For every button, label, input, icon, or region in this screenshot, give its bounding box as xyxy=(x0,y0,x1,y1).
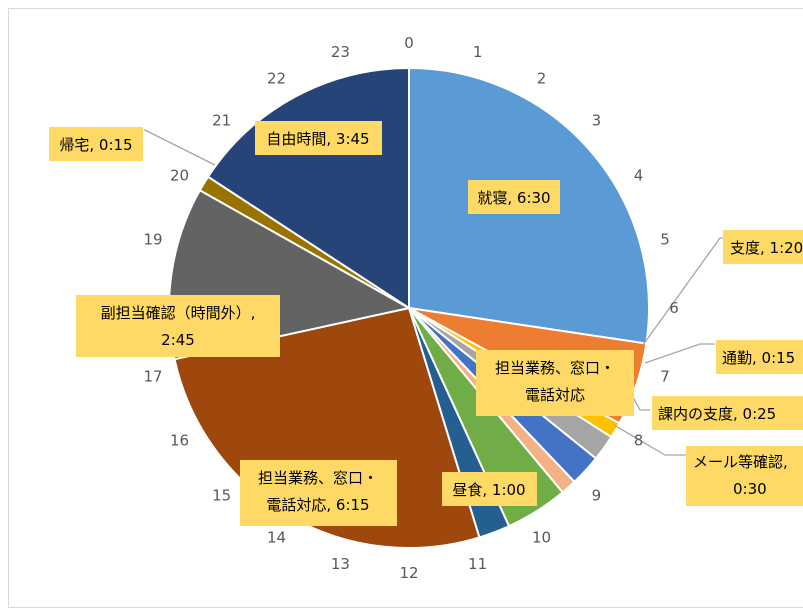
label-home: 帰宅, 0:15 xyxy=(49,127,143,161)
data-labels: 就寝, 6:30 支度, 1:20 通勤, 0:15 課内の支度, 0:25 メ… xyxy=(49,121,803,526)
hour-tick-13: 13 xyxy=(331,555,350,573)
label-prep: 支度, 1:20 xyxy=(723,230,803,264)
svg-text:電話対応: 電話対応 xyxy=(525,386,585,404)
hour-tick-4: 4 xyxy=(634,167,644,185)
svg-text:就寝, 6:30: 就寝, 6:30 xyxy=(477,189,550,207)
svg-text:2:45: 2:45 xyxy=(161,331,195,349)
label-commute: 通勤, 0:15 xyxy=(716,340,803,374)
hour-tick-8: 8 xyxy=(634,432,644,450)
hour-tick-2: 2 xyxy=(537,70,547,88)
label-mail: メール等確認, 0:30 xyxy=(686,446,803,506)
label-office-prep: 課内の支度, 0:25 xyxy=(652,396,803,430)
hour-tick-15: 15 xyxy=(212,486,231,504)
svg-text:メール等確認,: メール等確認, xyxy=(693,453,788,471)
label-duty-short: 担当業務、窓口・ 電話対応 xyxy=(476,350,634,416)
hour-tick-3: 3 xyxy=(592,112,602,130)
label-free-time: 自由時間, 3:45 xyxy=(255,121,382,155)
svg-text:昼食, 1:00: 昼食, 1:00 xyxy=(452,481,525,499)
hour-tick-10: 10 xyxy=(532,528,551,546)
label-lunch: 昼食, 1:00 xyxy=(442,472,537,506)
hour-tick-12: 12 xyxy=(399,564,418,582)
label-sub-duty: 副担当確認（時間外）, 2:45 xyxy=(76,295,280,357)
svg-text:課内の支度, 0:25: 課内の支度, 0:25 xyxy=(658,405,776,423)
hour-tick-22: 22 xyxy=(267,70,286,88)
leader-line-prep xyxy=(642,237,735,346)
leader-line-mail xyxy=(613,424,690,456)
hour-tick-19: 19 xyxy=(143,230,162,248)
hour-tick-labels: 01234567891011121314151617181920212223 xyxy=(134,34,678,582)
svg-text:自由時間, 3:45: 自由時間, 3:45 xyxy=(266,130,369,148)
hour-tick-6: 6 xyxy=(669,299,679,317)
hour-tick-16: 16 xyxy=(170,432,189,450)
hour-tick-17: 17 xyxy=(143,368,162,386)
leader-line-commute xyxy=(644,343,715,364)
hour-tick-0: 0 xyxy=(404,34,414,52)
label-duty-long: 担当業務、窓口・ 電話対応, 6:15 xyxy=(240,460,397,526)
svg-text:電話対応, 6:15: 電話対応, 6:15 xyxy=(266,496,369,514)
svg-text:担当業務、窓口・: 担当業務、窓口・ xyxy=(495,359,615,377)
hour-tick-20: 20 xyxy=(170,167,189,185)
label-sleep: 就寝, 6:30 xyxy=(468,180,560,214)
svg-text:副担当確認（時間外）,: 副担当確認（時間外）, xyxy=(101,304,256,322)
svg-text:帰宅, 0:15: 帰宅, 0:15 xyxy=(59,136,132,154)
hour-tick-21: 21 xyxy=(212,112,231,130)
hour-tick-23: 23 xyxy=(331,43,350,61)
hour-tick-14: 14 xyxy=(267,528,286,546)
svg-text:支度, 1:20: 支度, 1:20 xyxy=(730,239,803,257)
svg-text:担当業務、窓口・: 担当業務、窓口・ xyxy=(258,469,378,487)
hour-tick-9: 9 xyxy=(592,486,602,504)
leader-line-home xyxy=(144,129,216,166)
hour-tick-7: 7 xyxy=(660,368,670,386)
hour-tick-11: 11 xyxy=(468,555,487,573)
hour-tick-5: 5 xyxy=(660,230,670,248)
hour-tick-1: 1 xyxy=(473,43,483,61)
svg-text:通勤, 0:15: 通勤, 0:15 xyxy=(722,349,795,367)
leader-lines xyxy=(144,129,735,456)
svg-text:0:30: 0:30 xyxy=(733,480,767,498)
